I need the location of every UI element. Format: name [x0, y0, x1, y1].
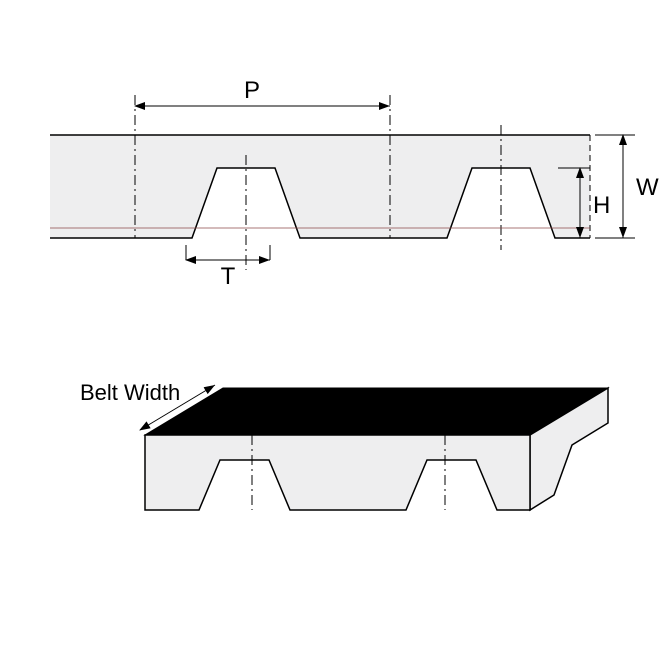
belt-front-face: [145, 435, 530, 510]
belt-top-surface: [145, 388, 608, 435]
label-tooth: T: [221, 263, 236, 290]
label-w: W: [636, 174, 659, 201]
label-pitch: P: [244, 77, 260, 104]
label-h: H: [593, 192, 610, 219]
label-beltwidth: Belt Width: [80, 380, 180, 405]
belt-profile-shape: [50, 135, 590, 238]
profile-2d-view: P T W H: [50, 77, 659, 290]
belt-diagram-svg: P T W H Belt Width: [0, 0, 670, 670]
diagram-container: P T W H Belt Width: [0, 0, 670, 670]
perspective-view: Belt Width: [80, 380, 608, 510]
